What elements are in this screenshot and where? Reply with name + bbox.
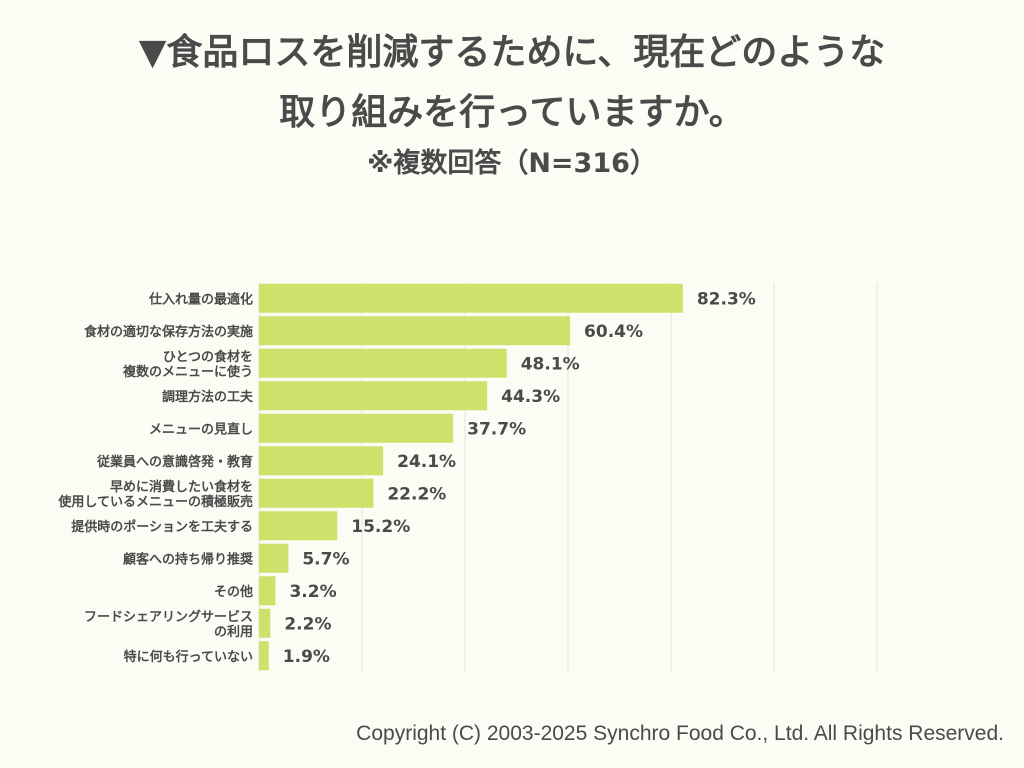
category-label: フードシェアリングサービス — [84, 609, 253, 625]
bar — [259, 413, 454, 443]
category-label: 調理方法の工夫 — [162, 389, 254, 405]
bar-value-label: 5.7% — [302, 549, 349, 569]
bar — [259, 381, 488, 411]
category-label: 早めに消費したい食材を — [110, 479, 253, 495]
bar-value-label: 37.7% — [467, 419, 526, 439]
category-label: 特に何も行っていない — [124, 649, 253, 665]
bar-value-label: 44.3% — [501, 387, 560, 407]
bar — [259, 348, 507, 378]
chart-title-line1: ▼食品ロスを削減するために、現在どのような — [138, 32, 886, 73]
category-label: 従業員への意識啓発・教育 — [96, 454, 253, 470]
bar-value-label: 82.3% — [697, 289, 756, 309]
category-label: 使用しているメニューの積極販売 — [57, 494, 253, 510]
bar — [259, 608, 271, 638]
bar-value-label: 48.1% — [521, 354, 580, 374]
bar — [259, 316, 571, 346]
bar — [259, 283, 683, 313]
chart-title-line2: 取り組みを行っていますか。 — [279, 92, 745, 133]
category-label: 顧客への持ち帰り推奨 — [123, 551, 254, 567]
bar-value-label: 24.1% — [397, 452, 456, 472]
category-label: ひとつの食材を — [163, 349, 253, 365]
category-label: 提供時のポーションを工夫する — [71, 519, 253, 535]
bar — [259, 543, 289, 573]
bar-value-label: 15.2% — [351, 517, 410, 537]
category-label: 複数のメニューに使う — [122, 364, 253, 380]
category-label: その他 — [214, 584, 253, 600]
bar-value-label: 1.9% — [283, 647, 330, 667]
bar-value-label: 2.2% — [284, 614, 331, 634]
bar — [259, 511, 338, 541]
bar — [259, 446, 384, 476]
chart-subtitle: ※複数回答（N=316） — [367, 148, 657, 179]
category-label: メニューの見直し — [149, 421, 253, 437]
bar-value-label: 22.2% — [387, 484, 446, 504]
bar — [259, 478, 374, 508]
bar-value-label: 3.2% — [289, 582, 336, 602]
copyright-footer: Copyright (C) 2003-2025 Synchro Food Co.… — [356, 722, 1004, 745]
category-label: 仕入れ量の最適化 — [148, 291, 253, 307]
category-label: の利用 — [214, 624, 253, 640]
category-label: 食材の適切な保存方法の実施 — [84, 324, 253, 340]
bar — [259, 576, 276, 606]
bar-value-label: 60.4% — [584, 322, 643, 342]
bar — [259, 641, 269, 671]
